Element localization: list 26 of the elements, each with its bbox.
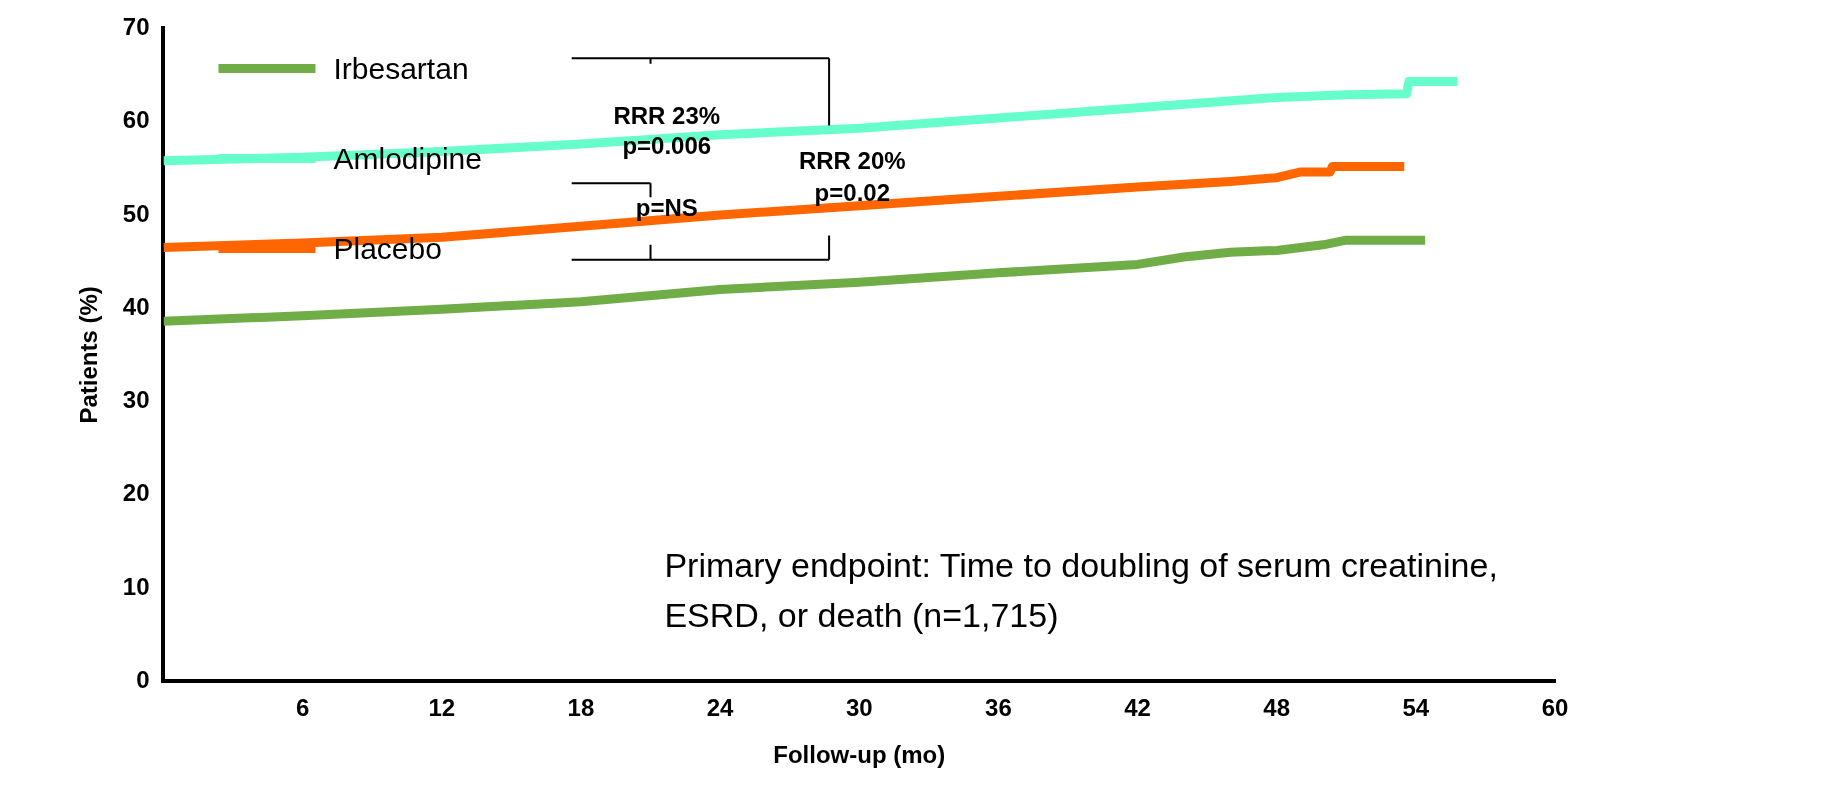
y-axis-title: Patients (%) xyxy=(75,286,103,424)
legend-label: Irbesartan xyxy=(333,51,469,85)
x-tick-label: 36 xyxy=(985,694,1012,722)
x-tick-label: 24 xyxy=(706,694,735,722)
annotation: p=NS xyxy=(635,194,698,221)
y-tick-label: 20 xyxy=(122,479,150,507)
annotation: p=0.02 xyxy=(814,179,890,207)
x-tick-label: 30 xyxy=(845,694,873,722)
x-tick-label: 48 xyxy=(1263,694,1291,722)
x-axis-title: Follow-up (mo) xyxy=(773,741,946,769)
y-tick-label: 30 xyxy=(122,386,150,414)
x-tick-label: 6 xyxy=(295,694,310,722)
annotation: Primary endpoint: Time to doubling of serum creatinine, ESRD, or death (n=1,715) xyxy=(664,545,1498,634)
annotation: RRR 20% xyxy=(798,147,906,175)
x-tick-label: 54 xyxy=(1402,694,1430,722)
x-tick-label: 60 xyxy=(1541,694,1569,722)
x-tick-label: 42 xyxy=(1124,694,1151,722)
y-tick-label: 50 xyxy=(122,199,150,227)
annotation: RRR 23% xyxy=(613,101,721,129)
x-tick-label: 18 xyxy=(567,694,595,722)
y-tick-label: 70 xyxy=(122,13,150,41)
y-tick-label: 60 xyxy=(122,106,150,134)
x-tick-label: 12 xyxy=(428,694,456,722)
y-tick-label: 0 xyxy=(136,666,150,694)
y-tick-label: 40 xyxy=(122,292,150,320)
y-tick-label: 10 xyxy=(122,572,150,600)
